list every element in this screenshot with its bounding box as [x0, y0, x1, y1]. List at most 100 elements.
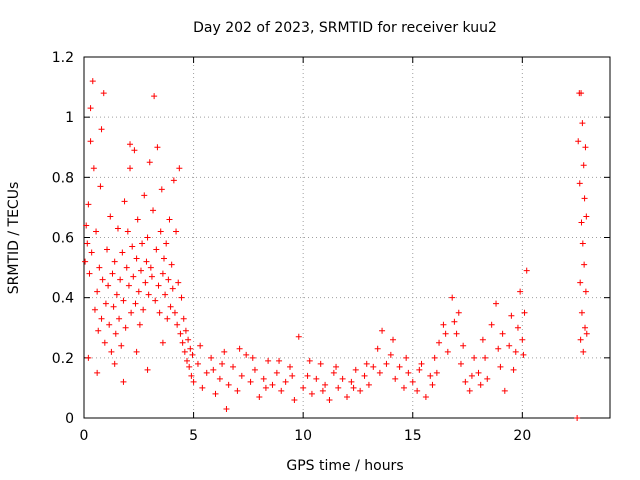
data-point: [124, 228, 131, 235]
data-point: [339, 375, 346, 382]
data-point: [344, 393, 350, 400]
data-point: [167, 303, 174, 310]
data-point: [265, 357, 272, 364]
data-point: [142, 279, 149, 286]
data-point: [176, 165, 183, 172]
data-point: [578, 219, 585, 226]
y-axis-label: SRMTID / TECUs: [6, 182, 22, 295]
data-point: [118, 342, 125, 349]
data-point: [119, 249, 126, 256]
data-point: [365, 381, 372, 388]
data-point: [475, 369, 482, 376]
data-point: [488, 321, 495, 328]
data-point: [287, 363, 294, 370]
data-point: [178, 294, 185, 301]
data-point: [203, 369, 210, 376]
data-point: [243, 351, 250, 358]
data-point: [352, 366, 359, 373]
data-point: [159, 339, 166, 346]
data-point: [236, 345, 243, 352]
data-point: [108, 348, 115, 355]
data-point: [379, 327, 386, 334]
data-point: [105, 282, 112, 289]
data-point: [102, 300, 109, 307]
y-tick-label: 0.6: [52, 231, 74, 247]
y-tick-label: 1.2: [52, 50, 74, 66]
data-point: [326, 396, 333, 403]
data-point: [313, 375, 320, 382]
data-point: [98, 126, 105, 133]
data-point: [120, 378, 127, 385]
data-point: [497, 363, 504, 370]
data-point: [392, 375, 399, 382]
data-point: [137, 267, 144, 274]
data-point: [169, 285, 176, 292]
data-point: [449, 294, 456, 301]
data-point: [181, 348, 188, 355]
data-point: [363, 360, 370, 367]
data-point: [278, 387, 285, 394]
data-point: [101, 339, 108, 346]
data-point: [523, 267, 530, 274]
data-point: [85, 201, 92, 208]
data-point: [579, 120, 586, 127]
data-point: [160, 255, 167, 262]
x-tick-label: 0: [80, 428, 89, 444]
data-point: [123, 264, 130, 271]
data-point: [95, 327, 102, 334]
data-point: [581, 195, 588, 202]
data-point: [219, 360, 226, 367]
data-point: [109, 270, 116, 277]
data-point: [87, 138, 94, 145]
data-point: [304, 372, 311, 379]
data-point: [262, 384, 269, 391]
data-point: [182, 327, 189, 334]
data-point: [133, 255, 140, 262]
data-point: [317, 360, 324, 367]
data-point: [177, 330, 184, 337]
data-point: [405, 369, 412, 376]
data-point: [88, 249, 95, 256]
data-point: [361, 372, 368, 379]
data-point: [348, 378, 355, 385]
data-point: [144, 366, 151, 373]
data-point: [260, 375, 267, 382]
grid-lines: [84, 57, 610, 418]
data-point: [510, 366, 517, 373]
data-point: [495, 345, 502, 352]
data-point: [190, 378, 197, 385]
data-point: [225, 381, 232, 388]
data-point: [184, 357, 191, 364]
data-point: [471, 354, 478, 361]
data-point: [249, 354, 256, 361]
data-point: [174, 321, 181, 328]
y-tick-label: 0.8: [52, 170, 74, 186]
data-point: [383, 360, 390, 367]
data-point: [335, 384, 342, 391]
data-point: [85, 354, 92, 361]
data-point: [145, 291, 152, 298]
data-point: [132, 300, 139, 307]
data-point: [165, 276, 172, 283]
data-point: [453, 330, 460, 337]
data-point: [83, 222, 90, 229]
data-point: [442, 330, 449, 337]
data-point: [134, 216, 141, 223]
data-point: [376, 369, 383, 376]
data-point: [187, 345, 194, 352]
data-point: [580, 348, 587, 355]
data-point: [512, 348, 519, 355]
data-point: [129, 243, 136, 250]
data-point: [155, 282, 162, 289]
data-point: [418, 360, 425, 367]
data-point: [107, 213, 114, 220]
data-point: [148, 273, 155, 280]
data-point: [212, 390, 219, 397]
data-point: [251, 366, 258, 373]
data-point: [306, 357, 313, 364]
data-point: [319, 387, 326, 394]
data-point: [276, 357, 283, 364]
data-point: [216, 375, 223, 382]
data-point: [429, 381, 436, 388]
data-point: [127, 165, 134, 172]
